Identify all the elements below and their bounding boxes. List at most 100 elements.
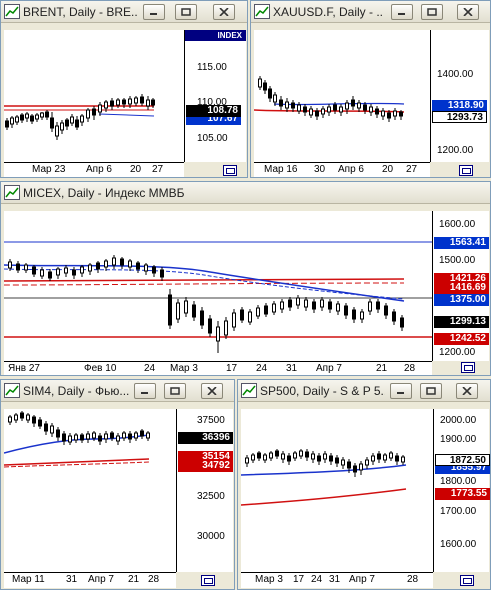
x-tick: 28 [407, 574, 419, 585]
y-tick: 1500.00 [439, 255, 476, 266]
price-label: 1375.00 [434, 294, 489, 306]
x-tick: 27 [406, 164, 418, 175]
chart-window-icon [254, 4, 270, 19]
window-title: SIM4, Daily - Фью... [23, 384, 130, 398]
x-tick: 21 [376, 363, 388, 374]
micex-y-axis: 1600.00 1563.41 1500.00 1421.26 1416.69 … [432, 211, 489, 361]
scale-toggle-icon[interactable] [201, 575, 215, 586]
x-tick: Мар 3 [255, 574, 283, 585]
x-tick: Апр 7 [349, 574, 375, 585]
price-label: 1293.73 [432, 111, 487, 123]
chart-window-icon [4, 383, 20, 398]
price-label: 1416.69 [434, 282, 489, 294]
x-tick: 24 [256, 363, 268, 374]
price-label: 1872.50 [435, 454, 490, 466]
brent-y-axis: INDEX 115.00 110.00 105.00 107.67 108.78 [184, 30, 246, 162]
scale-toggle-icon[interactable] [460, 575, 474, 586]
scale-toggle-icon[interactable] [223, 165, 237, 176]
x-tick: 31 [66, 574, 78, 585]
x-tick: Апр 7 [88, 574, 114, 585]
x-tick: 31 [329, 574, 341, 585]
minimize-button[interactable] [143, 4, 165, 20]
close-button[interactable] [457, 4, 479, 20]
micex-x-axis: Янв 27 Фев 10 24 Мар 3 17 24 31 Апр 7 21… [4, 361, 432, 375]
micex-chart-window[interactable]: MICEX, Daily - Индекс ММВБ [0, 181, 491, 376]
xauusd-candles [254, 76, 405, 122]
scale-toggle-icon[interactable] [461, 362, 475, 373]
maximize-button[interactable] [421, 4, 443, 20]
chart-window-icon [4, 4, 20, 19]
chart-window-icon [241, 383, 257, 398]
x-tick: 28 [404, 363, 416, 374]
y-tick: 1900.00 [440, 434, 477, 445]
y-tick: 2000.00 [440, 415, 477, 426]
close-button[interactable] [213, 4, 235, 20]
scale-toggle-icon[interactable] [459, 165, 473, 176]
y-tick: 37500 [197, 415, 225, 426]
x-tick: Апр 7 [316, 363, 342, 374]
xauusd-titlebar[interactable]: XAUUSD.F, Daily - ... [251, 1, 490, 23]
brent-plot-area[interactable] [4, 30, 184, 162]
close-button[interactable] [456, 383, 478, 399]
x-tick: 17 [293, 574, 305, 585]
brent-titlebar[interactable]: BRENT, Daily - BRE... [1, 1, 247, 23]
window-title: MICEX, Daily - Индекс ММВБ [23, 186, 185, 200]
y-tick: 1600.00 [440, 539, 477, 550]
minimize-button[interactable] [390, 383, 412, 399]
micex-plot-area[interactable] [4, 211, 432, 361]
y-tick: 1200.00 [439, 347, 476, 358]
x-tick: 27 [152, 164, 164, 175]
x-tick: Мар 16 [264, 164, 298, 175]
y-tick: 105.00 [197, 133, 228, 144]
maximize-button[interactable] [164, 383, 186, 399]
maximize-button[interactable] [420, 383, 442, 399]
close-button[interactable] [201, 383, 223, 399]
xauusd-y-axis: 1400.00 1200.00 1318.90 1293.73 [430, 30, 489, 162]
chart-window-icon [4, 185, 20, 200]
x-tick: 20 [130, 164, 142, 175]
xauusd-chart-window[interactable]: XAUUSD.F, Daily - ... [250, 0, 491, 178]
brent-chart-window[interactable]: BRENT, Daily - BRE... [0, 0, 248, 178]
sim4-titlebar[interactable]: SIM4, Daily - Фью... [1, 380, 234, 402]
x-tick: 20 [382, 164, 394, 175]
sp500-plot-area[interactable] [241, 409, 433, 572]
y-tick: 1700.00 [440, 506, 477, 517]
price-label: 1299.13 [434, 316, 489, 328]
sim4-plot-area[interactable] [4, 409, 176, 572]
y-tick: 1200.00 [437, 145, 474, 156]
x-tick: Апр 6 [86, 164, 112, 175]
price-label: 34792 [178, 460, 233, 472]
window-title: BRENT, Daily - BRE... [23, 5, 138, 19]
x-tick: Фев 10 [84, 363, 117, 374]
xauusd-x-axis: Мар 16 30 Апр 6 20 27 [254, 162, 430, 177]
sp500-titlebar[interactable]: SP500, Daily - S & P 5... [238, 380, 490, 402]
x-tick: Апр 6 [338, 164, 364, 175]
x-tick: 28 [148, 574, 160, 585]
x-tick: 31 [286, 363, 298, 374]
minimize-button[interactable] [391, 4, 413, 20]
x-tick: 21 [128, 574, 140, 585]
xauusd-plot-area[interactable] [254, 30, 430, 162]
x-tick: Мар 3 [170, 363, 198, 374]
window-title: XAUUSD.F, Daily - ... [273, 5, 383, 19]
maximize-button[interactable] [175, 4, 197, 20]
y-tick: 1400.00 [437, 69, 474, 80]
micex-titlebar[interactable]: MICEX, Daily - Индекс ММВБ [1, 182, 490, 204]
y-tick: 1800.00 [440, 476, 477, 487]
x-tick: Янв 27 [8, 363, 40, 374]
micex-candles [4, 241, 432, 353]
y-tick: 110.00 [197, 97, 227, 108]
x-tick: Мар 23 [32, 164, 66, 175]
sim4-y-axis: 37500 36396 35154 34792 32500 30000 [176, 409, 233, 572]
brent-candles [4, 94, 155, 140]
sim4-chart-window[interactable]: SIM4, Daily - Фью... [0, 379, 235, 590]
sp500-y-axis: 2000.00 1855.97 1872.50 1900.00 1800.00 … [433, 409, 490, 572]
sp500-chart-window[interactable]: SP500, Daily - S & P 5... [237, 379, 491, 590]
minimize-button[interactable] [134, 383, 156, 399]
sim4-x-axis: Мар 11 31 Апр 7 21 28 [4, 572, 176, 588]
x-tick: 17 [226, 363, 238, 374]
y-tick: 1600.00 [439, 219, 476, 230]
index-tag: INDEX [185, 30, 246, 41]
price-label: 1563.41 [434, 237, 489, 249]
x-tick: 24 [311, 574, 323, 585]
